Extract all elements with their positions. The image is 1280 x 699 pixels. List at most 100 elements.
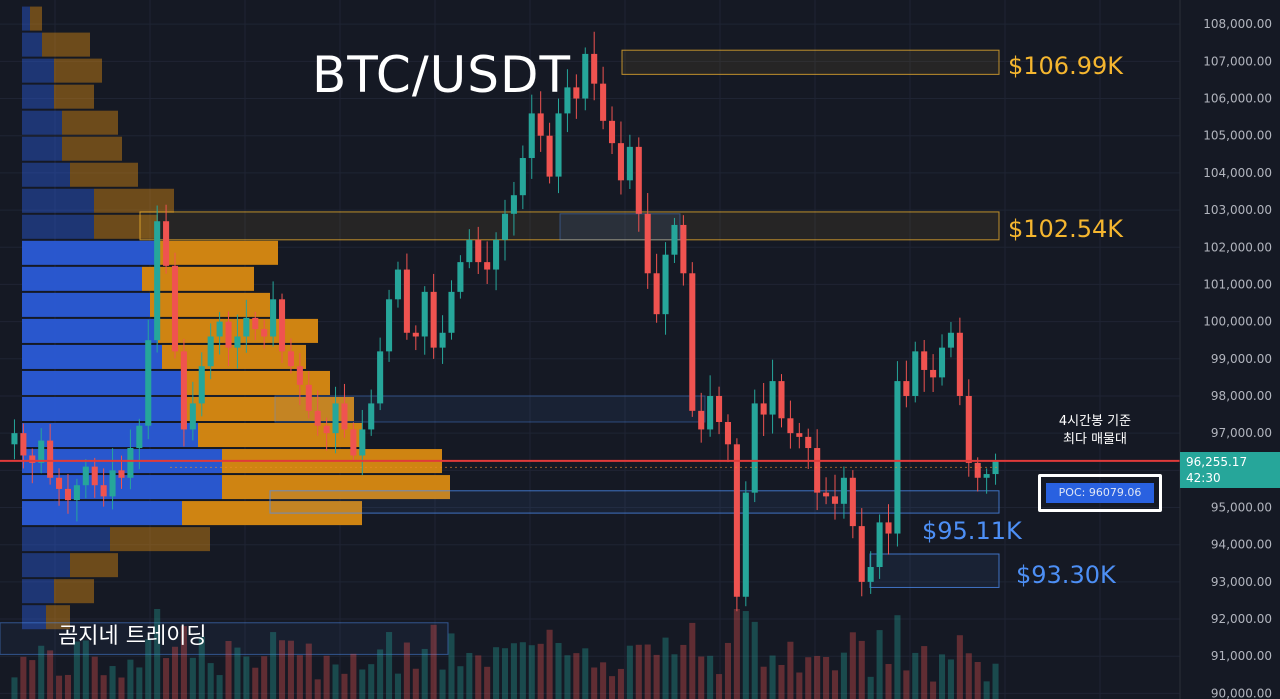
candle-body[interactable] [698,410,705,430]
candle-body[interactable] [742,492,749,597]
candle-body[interactable] [305,384,312,411]
candle-body[interactable] [314,410,321,426]
candle-body[interactable] [805,436,812,449]
candle-body[interactable] [457,262,464,292]
candle-body[interactable] [867,567,874,582]
candle-body[interactable] [127,448,134,478]
candle-body[interactable] [555,113,562,177]
candle-body[interactable] [519,158,526,196]
candle-body[interactable] [341,403,348,430]
candle-body[interactable] [751,403,758,493]
candle-body[interactable] [163,221,170,266]
candle-body[interactable] [564,87,571,114]
candle-body[interactable] [56,477,63,489]
candle-body[interactable] [974,462,981,478]
candle-body[interactable] [270,299,277,337]
candle-body[interactable] [11,433,18,445]
candle-body[interactable] [921,351,928,370]
candle-body[interactable] [947,332,954,348]
candle-body[interactable] [903,381,910,396]
candle-body[interactable] [421,291,428,337]
candle-body[interactable] [47,440,54,478]
candle-body[interactable] [243,317,250,337]
candle-body[interactable] [680,224,687,274]
candle-body[interactable] [377,351,384,404]
candle-body[interactable] [64,488,72,501]
candle-body[interactable] [885,522,892,534]
candle-body[interactable] [493,239,500,270]
candle-body[interactable] [930,369,937,378]
candle-body[interactable] [234,336,241,348]
candle-body[interactable] [82,466,89,486]
candle-body[interactable] [510,195,517,214]
candle-body[interactable] [368,403,375,430]
candle-body[interactable] [894,381,901,534]
candle-body[interactable] [29,455,36,463]
candle-body[interactable] [528,113,535,159]
candle-body[interactable] [582,53,589,99]
candle-body[interactable] [823,492,830,497]
candle-body[interactable] [475,239,482,263]
candle-body[interactable] [207,336,214,367]
candle-body[interactable] [118,470,125,478]
candle-body[interactable] [617,143,624,181]
candle-body[interactable] [100,485,107,497]
candle-body[interactable] [198,366,205,404]
candle-body[interactable] [484,262,491,270]
candle-body[interactable] [394,269,402,300]
candle-body[interactable] [20,433,27,456]
candle-body[interactable] [296,366,303,385]
candle-body[interactable] [778,381,785,419]
candle-body[interactable] [644,213,651,274]
candle-body[interactable] [814,448,821,493]
candle-body[interactable] [501,213,509,240]
candle-body[interactable] [983,474,990,478]
candle-body[interactable] [600,83,607,121]
candle-body[interactable] [956,332,963,396]
candle-body[interactable] [109,470,116,497]
candle-body[interactable] [189,403,196,430]
candle-body[interactable] [350,429,357,456]
candle-body[interactable] [912,351,919,396]
candle-body[interactable] [439,332,446,348]
candle-body[interactable] [662,254,669,315]
candle-body[interactable] [760,403,767,415]
candle-body[interactable] [252,317,259,330]
candle-body[interactable] [796,433,803,437]
candle-body[interactable] [278,299,286,352]
candle-body[interactable] [707,395,714,430]
candle-body[interactable] [359,429,366,456]
candle-body[interactable] [466,239,473,263]
candle-body[interactable] [573,87,580,99]
candle-body[interactable] [733,444,740,597]
candle-body[interactable] [546,135,553,177]
candle-body[interactable] [216,321,223,337]
candle-body[interactable] [591,53,598,84]
candle-body[interactable] [430,291,437,348]
candle-body[interactable] [145,340,152,426]
candle-body[interactable] [849,477,856,527]
candle-body[interactable] [403,269,410,333]
candle-body[interactable] [91,466,98,486]
candle-body[interactable] [840,477,847,504]
candle-body[interactable] [412,332,419,337]
candle-body[interactable] [73,485,80,501]
candle-body[interactable] [180,351,187,430]
candle-body[interactable] [876,522,883,568]
candle-body[interactable] [938,347,946,378]
candle-body[interactable] [769,381,776,415]
candle-body[interactable] [154,221,161,341]
candle-body[interactable] [831,496,839,504]
candle-body[interactable] [965,395,972,463]
candle-body[interactable] [448,291,455,333]
candle-body[interactable] [38,440,45,463]
candle-body[interactable] [386,299,393,352]
candle-body[interactable] [171,265,179,352]
candle-body[interactable] [671,224,678,255]
candle-body[interactable] [332,403,339,434]
candle-body[interactable] [689,273,696,411]
candle-body[interactable] [261,329,268,337]
candle-body[interactable] [716,395,723,423]
candle-body[interactable] [225,321,232,348]
